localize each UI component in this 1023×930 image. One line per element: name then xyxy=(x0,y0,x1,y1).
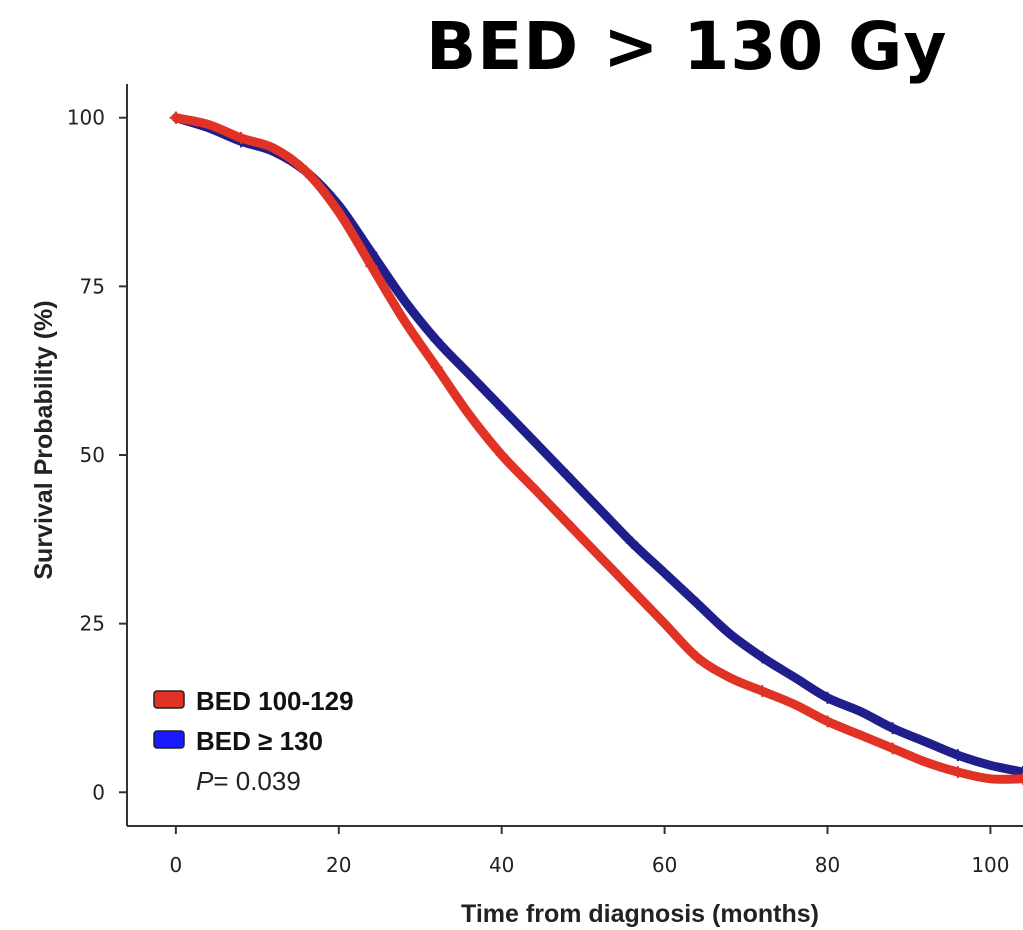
x-tick-label: 40 xyxy=(489,853,514,877)
censor-mark-bed-130 xyxy=(951,749,964,762)
censor-mark-bed-100-129 xyxy=(1017,772,1023,785)
x-tick-label: 80 xyxy=(815,853,840,877)
legend-label-bed-130: BED ≥ 130 xyxy=(196,726,323,756)
survival-curves xyxy=(169,111,1023,785)
p-value-symbol: P xyxy=(196,766,214,796)
censor-mark-bed-130 xyxy=(821,691,834,704)
x-ticks: 0 20 40 60 80 100 xyxy=(170,826,1010,877)
y-tick-label: 0 xyxy=(92,780,105,804)
legend-swatch-bed-100-129 xyxy=(153,690,185,709)
censor-mark-bed-130 xyxy=(886,722,899,735)
legend-label-bed-100-129: BED 100-129 xyxy=(196,686,354,716)
y-tick-label: 25 xyxy=(80,612,105,636)
censor-mark-bed-100-129 xyxy=(300,165,313,178)
x-tick-label: 0 xyxy=(170,853,183,877)
censor-mark-bed-130 xyxy=(495,401,508,414)
censor-mark-bed-100-129 xyxy=(951,766,964,779)
headline: BED > 130 Gy xyxy=(426,8,948,85)
y-ticks: 0 25 50 75 100 xyxy=(67,106,127,804)
censor-mark-bed-100-129 xyxy=(560,516,573,529)
y-tick-label: 75 xyxy=(80,274,105,298)
y-axis-title: Survival Probability (%) xyxy=(30,300,58,579)
x-tick-label: 20 xyxy=(326,853,351,877)
censor-mark-bed-100-129 xyxy=(495,449,508,461)
censor-mark-bed-130 xyxy=(430,334,443,347)
censor-mark-bed-100-129 xyxy=(430,361,443,374)
survival-curve-bed-100-129 xyxy=(171,113,1023,784)
censor-mark-bed-130 xyxy=(560,469,573,482)
survival-curve-bed-130 xyxy=(171,113,1023,777)
legend: BED 100-129 BED ≥ 130 P= 0.039 xyxy=(153,686,354,796)
p-value: P= 0.039 xyxy=(196,766,301,796)
x-tick-label: 60 xyxy=(652,853,677,877)
censor-mark-bed-100-129 xyxy=(886,742,899,755)
censor-mark-bed-100-129 xyxy=(626,583,639,596)
y-tick-label: 50 xyxy=(80,443,105,467)
censor-mark-bed-100-129 xyxy=(691,651,704,664)
censor-mark-bed-130 xyxy=(1017,766,1023,779)
censor-mark-bed-100-129 xyxy=(821,715,834,728)
legend-swatch-bed-130 xyxy=(153,730,185,749)
censor-mark-bed-100-129 xyxy=(235,131,248,144)
y-tick-label: 100 xyxy=(67,106,105,130)
x-axis-title: Time from diagnosis (months) xyxy=(461,900,819,928)
x-tick-label: 100 xyxy=(971,853,1009,877)
censor-mark-bed-100-129 xyxy=(169,111,182,124)
censor-mark-bed-130 xyxy=(691,597,704,610)
p-value-text: = 0.039 xyxy=(213,766,300,796)
censor-mark-bed-130 xyxy=(626,536,639,549)
censor-mark-bed-100-129 xyxy=(365,260,378,273)
censor-mark-bed-130 xyxy=(756,651,769,664)
censor-mark-bed-100-129 xyxy=(756,685,769,698)
